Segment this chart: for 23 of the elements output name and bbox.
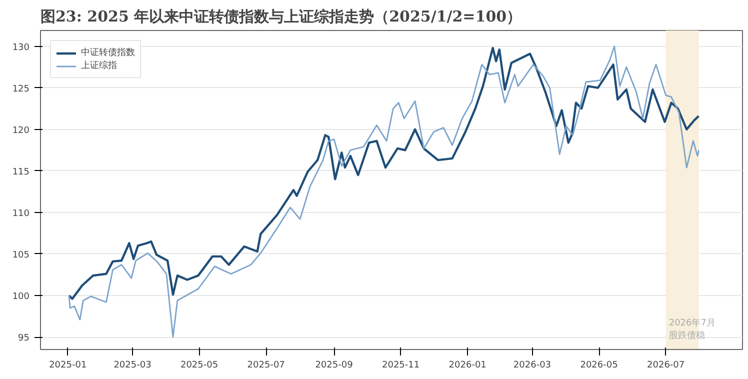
y-tick-label: 115	[12, 167, 30, 178]
y-tick-label: 105	[12, 250, 30, 260]
y-tick-label: 125	[12, 84, 30, 94]
legend-label: 中证转债指数	[81, 46, 135, 59]
y-tick-label: 95	[18, 334, 30, 344]
annotation: 2026年7月	[668, 318, 716, 329]
legend-label: 上证综指	[81, 60, 117, 72]
x-tick-label: 2025-09	[315, 360, 354, 370]
x-tick-label: 2025-11	[382, 360, 420, 370]
x-tick-label: 2025-01	[49, 360, 87, 370]
chart-title: 图23: 2025 年以来中证转债指数与上证综指走势（2025/1/2=100）	[40, 8, 522, 26]
x-tick-label: 2026-03	[513, 360, 552, 370]
y-tick-label: 110	[12, 208, 30, 219]
x-tick-label: 2026-07	[647, 360, 685, 370]
y-tick-label: 100	[12, 292, 30, 302]
y-tick-label: 120	[12, 126, 30, 136]
y-tick-label: 130	[12, 42, 30, 53]
x-tick-label: 2025-07	[247, 360, 285, 370]
x-tick-label: 2026-05	[580, 360, 618, 370]
x-tick-label: 2025-03	[114, 360, 152, 370]
annotation: 股跌债稳	[668, 330, 705, 342]
x-tick-label: 2025-05	[180, 360, 218, 370]
x-tick-label: 2026-01	[448, 360, 486, 370]
